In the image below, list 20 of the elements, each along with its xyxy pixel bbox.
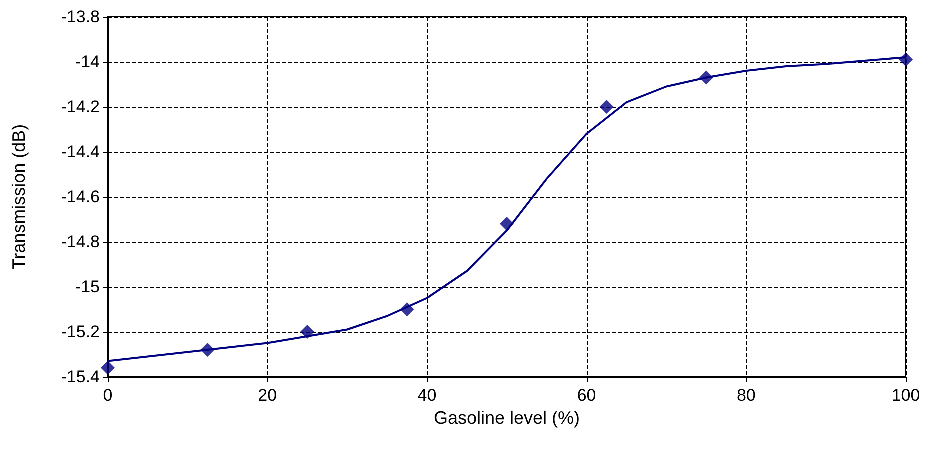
point	[300, 325, 314, 339]
y-tick-label: -14	[75, 52, 100, 72]
y-tick-label: -15.2	[61, 322, 100, 342]
y-tick-label: -14.6	[61, 188, 100, 206]
y-tick-label: -14.8	[61, 232, 100, 252]
x-tick-label: 0	[103, 386, 113, 405]
y-tick-label: -14.4	[61, 142, 100, 162]
x-tick-label: 60	[577, 386, 596, 405]
y-tick-label: -13.8	[61, 8, 100, 26]
point	[101, 361, 115, 375]
x-tick-label: 40	[418, 386, 437, 405]
x-axis-title: Gasoline level (%)	[434, 408, 580, 428]
y-tick-label: -15	[75, 278, 100, 296]
y-axis-title: Transmission (dB)	[9, 124, 29, 270]
x-tick-label: 80	[736, 386, 756, 405]
point	[600, 100, 614, 114]
x-tick-label: 20	[258, 386, 278, 405]
x-tick-label: 100	[892, 386, 920, 405]
y-tick-label: -15.4	[61, 368, 100, 386]
y-tick-label: -14.2	[61, 98, 100, 116]
